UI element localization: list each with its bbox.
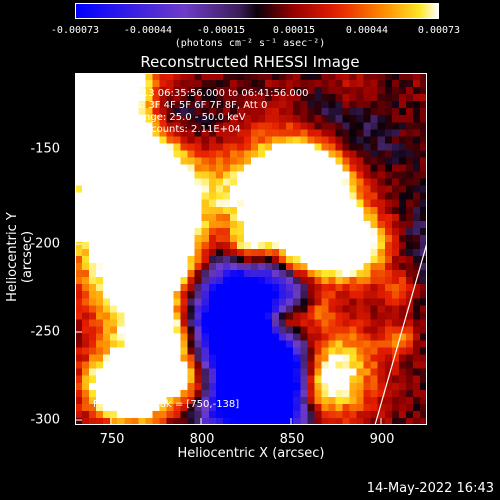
y-tick-label: -150 — [30, 141, 60, 157]
colorbar-units: (photons cm⁻² s⁻¹ asec⁻²) — [174, 38, 326, 49]
x-tick-label: 800 — [189, 432, 215, 447]
detectors-text: Detectors: 3F 4F 5F 6F 7F 8F, Att 0 — [93, 100, 268, 111]
colorbar-tick: 0.00015 — [272, 25, 316, 36]
solar-limb-line — [374, 242, 427, 425]
x-tick-label: 900 — [369, 432, 395, 447]
y-tick-label: -250 — [30, 324, 60, 340]
heatmap-image — [75, 73, 427, 425]
x-tick-label: 750 — [99, 432, 125, 447]
x-axis-label: Heliocentric X (arcsec) — [177, 446, 325, 461]
y-tick-label: -300 — [30, 412, 60, 428]
limb-overlay — [374, 242, 427, 425]
colorbar-tick: -0.00044 — [123, 25, 173, 36]
y-tick-label: -200 — [30, 236, 60, 252]
colorbar-tick: 0.00073 — [417, 25, 461, 36]
colorbar — [75, 3, 439, 19]
colorbar-tick: 0.00044 — [345, 25, 389, 36]
counts-text: Clean Total counts: 2.11E+04 — [93, 124, 241, 135]
plot-title: Reconstructed RHESSI Image — [140, 53, 360, 71]
colorbar-tick: -0.00073 — [50, 25, 100, 36]
colorbar-tick: -0.00015 — [196, 25, 246, 36]
x-tick-label: 850 — [279, 432, 305, 447]
y-axis-label: Heliocentric Y (arcsec) — [5, 212, 35, 302]
peak-position-text: Position of Peak = [750,-138] — [93, 399, 240, 410]
image-plot: 16-Jun-2013 06:35:56.000 to 06:41:56.000… — [75, 73, 427, 425]
energy-range-text: Energy Range: 25.0 - 50.0 keV — [93, 112, 246, 123]
time-range-text: 16-Jun-2013 06:35:56.000 to 06:41:56.000 — [93, 88, 309, 99]
date-stamp: 14-May-2022 16:43 — [366, 481, 494, 496]
